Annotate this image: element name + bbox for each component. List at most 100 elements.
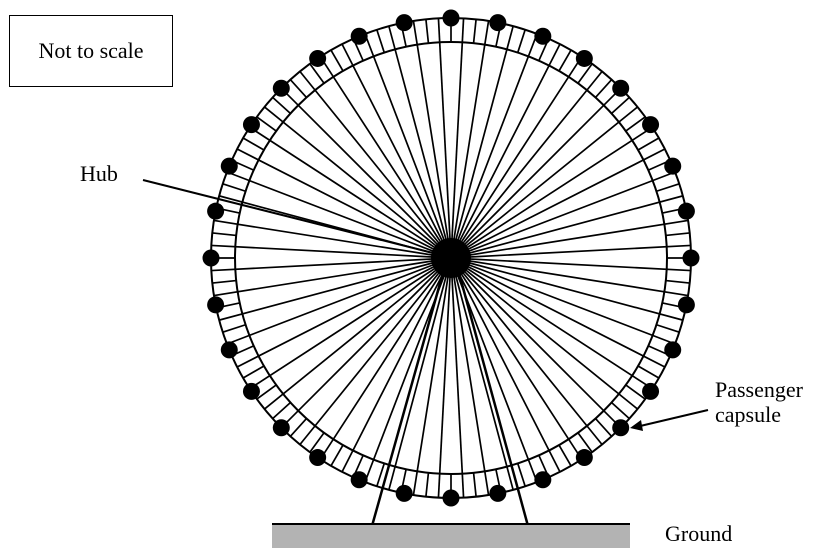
passenger-capsule — [575, 49, 593, 67]
passenger-capsule — [220, 341, 238, 359]
rim-strut — [625, 116, 646, 132]
passenger-capsule — [272, 419, 290, 437]
hub — [431, 238, 471, 278]
passenger-capsule — [642, 116, 660, 134]
spoke — [450, 257, 465, 498]
spoke — [450, 195, 684, 259]
passenger-capsule — [242, 382, 260, 400]
spoke — [450, 257, 666, 368]
rim-strut — [516, 463, 526, 487]
passenger-capsule — [682, 249, 700, 267]
spoke — [249, 126, 452, 259]
passenger-capsule — [242, 116, 260, 134]
spoke — [450, 257, 639, 410]
spoke — [437, 257, 452, 498]
support-leg-left — [370, 261, 448, 527]
passenger-capsule — [272, 79, 290, 97]
ground-label: Ground — [665, 521, 733, 546]
spoke — [450, 171, 676, 259]
rim-strut — [256, 384, 277, 400]
spoke — [263, 257, 452, 410]
spoke — [450, 257, 514, 491]
spoke — [226, 171, 452, 259]
spoke — [236, 257, 452, 368]
spoke — [280, 257, 452, 429]
passenger-capsule — [220, 157, 238, 175]
spoke — [450, 148, 666, 259]
rim-strut — [558, 444, 572, 467]
rim-strut — [577, 63, 593, 84]
spoke — [412, 20, 452, 259]
rim-strut — [558, 49, 572, 72]
passenger-capsule — [395, 14, 413, 32]
rim-strut — [272, 401, 292, 420]
rim-strut — [610, 96, 630, 115]
hub-leader-line — [142, 179, 438, 255]
not-to-scale-note: Not to scale — [9, 15, 173, 87]
spoke — [450, 126, 653, 259]
passenger-capsule — [664, 341, 682, 359]
rim-strut — [637, 365, 660, 379]
rim-strut — [330, 49, 344, 72]
inner-rim — [234, 41, 668, 475]
spoke — [213, 219, 452, 259]
passenger-capsule-label-line2: capsule — [715, 402, 781, 428]
spoke — [450, 257, 561, 473]
rim-strut — [625, 384, 646, 400]
rim-strut — [222, 183, 246, 193]
rim-strut — [212, 279, 237, 284]
passenger-capsule — [207, 202, 225, 220]
rim-strut — [637, 137, 660, 151]
spoke — [450, 25, 514, 259]
spoke — [412, 257, 452, 496]
passenger-capsule — [442, 9, 460, 27]
passenger-capsule — [309, 449, 327, 467]
not-to-scale-text: Not to scale — [38, 38, 144, 63]
passenger-capsule — [677, 202, 695, 220]
spoke — [388, 25, 452, 259]
spoke — [388, 257, 452, 491]
spoke — [450, 257, 676, 345]
spoke — [341, 257, 452, 473]
passenger-capsule — [350, 471, 368, 489]
rim-strut — [665, 279, 690, 284]
spoke — [450, 257, 603, 446]
rim-strut — [425, 472, 430, 497]
rim-strut — [656, 183, 680, 193]
rim-strut — [242, 137, 265, 151]
passenger-capsule — [677, 296, 695, 314]
spoke — [450, 106, 639, 259]
spoke — [341, 43, 452, 259]
spoke — [450, 257, 653, 390]
passenger-capsule — [534, 27, 552, 45]
spoke — [236, 148, 452, 259]
spoke — [211, 244, 452, 259]
spoke — [450, 257, 689, 297]
passenger-capsule — [642, 382, 660, 400]
rim-strut — [656, 323, 680, 333]
passenger-capsule — [395, 484, 413, 502]
spoke — [450, 18, 465, 259]
passenger-capsule — [350, 27, 368, 45]
spoke — [450, 219, 689, 259]
spoke — [249, 257, 452, 390]
support-leg-right — [454, 261, 530, 527]
passenger-capsule — [442, 489, 460, 507]
spoke — [364, 33, 452, 259]
spoke — [450, 70, 603, 259]
passenger-capsule-label: Passenger capsule — [715, 377, 803, 428]
spoke — [450, 257, 490, 496]
spoke — [450, 257, 684, 321]
spoke — [450, 257, 691, 272]
passenger-capsule — [207, 296, 225, 314]
spoke — [319, 257, 452, 460]
rim-strut — [330, 444, 344, 467]
passenger-capsule-label-line1: Passenger — [715, 377, 803, 402]
capsule-leader-line — [635, 409, 709, 428]
rim-strut — [376, 29, 386, 53]
rim-strut — [665, 232, 690, 237]
rim-strut — [222, 323, 246, 333]
spoke — [319, 56, 452, 259]
rim-strut — [242, 365, 265, 379]
